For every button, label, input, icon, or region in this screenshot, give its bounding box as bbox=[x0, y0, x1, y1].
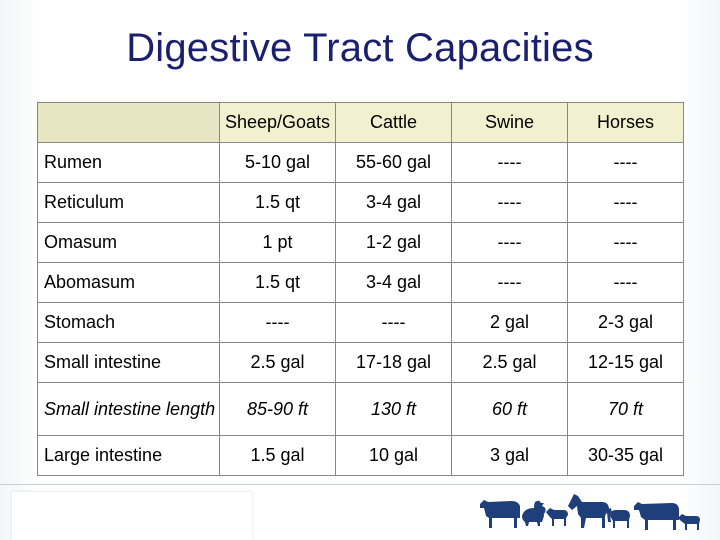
table-cell: 3-4 gal bbox=[335, 182, 452, 223]
row-label-reticulum: Reticulum bbox=[37, 182, 220, 223]
table-row: Small intestine length 85-90 ft 130 ft 6… bbox=[37, 382, 684, 436]
table-cell: 2 gal bbox=[451, 302, 568, 343]
table-cell: 2.5 gal bbox=[219, 342, 336, 383]
table-cell: 17-18 gal bbox=[335, 342, 452, 383]
table-row: Stomach ---- ---- 2 gal 2-3 gal bbox=[37, 302, 684, 343]
table-cell: ---- bbox=[451, 142, 568, 183]
table-row: Large intestine 1.5 gal 10 gal 3 gal 30-… bbox=[37, 435, 684, 476]
table-cell: 1.5 qt bbox=[219, 262, 336, 303]
row-label-omasum: Omasum bbox=[37, 222, 220, 263]
column-header-sheep-goats: Sheep/Goats bbox=[219, 102, 336, 143]
row-label-abomasum: Abomasum bbox=[37, 262, 220, 303]
table-cell: 30-35 gal bbox=[567, 435, 684, 476]
table-cell: 1.5 qt bbox=[219, 182, 336, 223]
table-cell: 1.5 gal bbox=[219, 435, 336, 476]
table-cell: ---- bbox=[451, 182, 568, 223]
table-cell: 2-3 gal bbox=[567, 302, 684, 343]
column-header-horses: Horses bbox=[567, 102, 684, 143]
table-cell: ---- bbox=[451, 262, 568, 303]
table-header-corner bbox=[37, 102, 220, 143]
row-label-stomach: Stomach bbox=[37, 302, 220, 343]
table-cell: ---- bbox=[335, 302, 452, 343]
table-cell: ---- bbox=[567, 262, 684, 303]
row-label-rumen: Rumen bbox=[37, 142, 220, 183]
table-cell: 2.5 gal bbox=[451, 342, 568, 383]
table-cell: 60 ft bbox=[451, 382, 568, 436]
table-cell: 5-10 gal bbox=[219, 142, 336, 183]
capacity-table: Sheep/Goats Cattle Swine Horses Rumen 5-… bbox=[37, 102, 684, 476]
table-header-row: Sheep/Goats Cattle Swine Horses bbox=[37, 102, 684, 143]
table-row: Omasum 1 pt 1-2 gal ---- ---- bbox=[37, 222, 684, 263]
column-header-swine: Swine bbox=[451, 102, 568, 143]
page-title: Digestive Tract Capacities bbox=[126, 26, 594, 70]
table-cell: 12-15 gal bbox=[567, 342, 684, 383]
table-cell: ---- bbox=[451, 222, 568, 263]
table-cell: ---- bbox=[567, 182, 684, 223]
table-cell: 70 ft bbox=[567, 382, 684, 436]
table-cell: ---- bbox=[567, 222, 684, 263]
table-cell: 1 pt bbox=[219, 222, 336, 263]
table-row: Small intestine 2.5 gal 17-18 gal 2.5 ga… bbox=[37, 342, 684, 383]
table-cell: 130 ft bbox=[335, 382, 452, 436]
table-row: Reticulum 1.5 qt 3-4 gal ---- ---- bbox=[37, 182, 684, 223]
row-label-large-intestine: Large intestine bbox=[37, 435, 220, 476]
table-row: Rumen 5-10 gal 55-60 gal ---- ---- bbox=[37, 142, 684, 183]
column-header-cattle: Cattle bbox=[335, 102, 452, 143]
table-cell: 85-90 ft bbox=[219, 382, 336, 436]
footer-divider bbox=[0, 484, 720, 485]
table-cell: 10 gal bbox=[335, 435, 452, 476]
livestock-silhouettes-icon bbox=[480, 494, 700, 530]
table-cell: ---- bbox=[219, 302, 336, 343]
table-cell: 55-60 gal bbox=[335, 142, 452, 183]
row-label-small-intestine: Small intestine bbox=[37, 342, 220, 383]
footer-blank-box bbox=[12, 492, 252, 540]
row-label-small-intestine-length: Small intestine length bbox=[37, 382, 220, 436]
table-cell: 3 gal bbox=[451, 435, 568, 476]
table-cell: ---- bbox=[567, 142, 684, 183]
table-row: Abomasum 1.5 qt 3-4 gal ---- ---- bbox=[37, 262, 684, 303]
table-cell: 3-4 gal bbox=[335, 262, 452, 303]
table-cell: 1-2 gal bbox=[335, 222, 452, 263]
